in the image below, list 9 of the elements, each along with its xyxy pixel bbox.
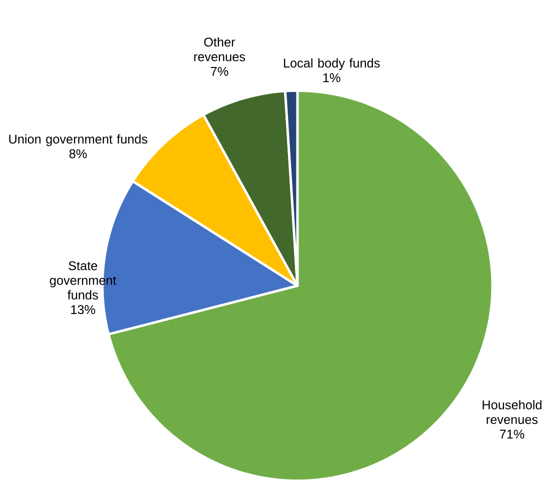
slice-label: Local body funds [284,58,380,70]
data-label: 7% [210,66,228,76]
data-label: 71% [500,430,524,439]
slice-label: Household revenues [482,400,542,424]
slice-label: Other revenues [194,37,246,62]
data-label: 8% [69,149,87,158]
slice-label: Union government funds [9,134,148,146]
data-label: 1% [323,73,340,82]
data-label: 13% [71,305,96,314]
